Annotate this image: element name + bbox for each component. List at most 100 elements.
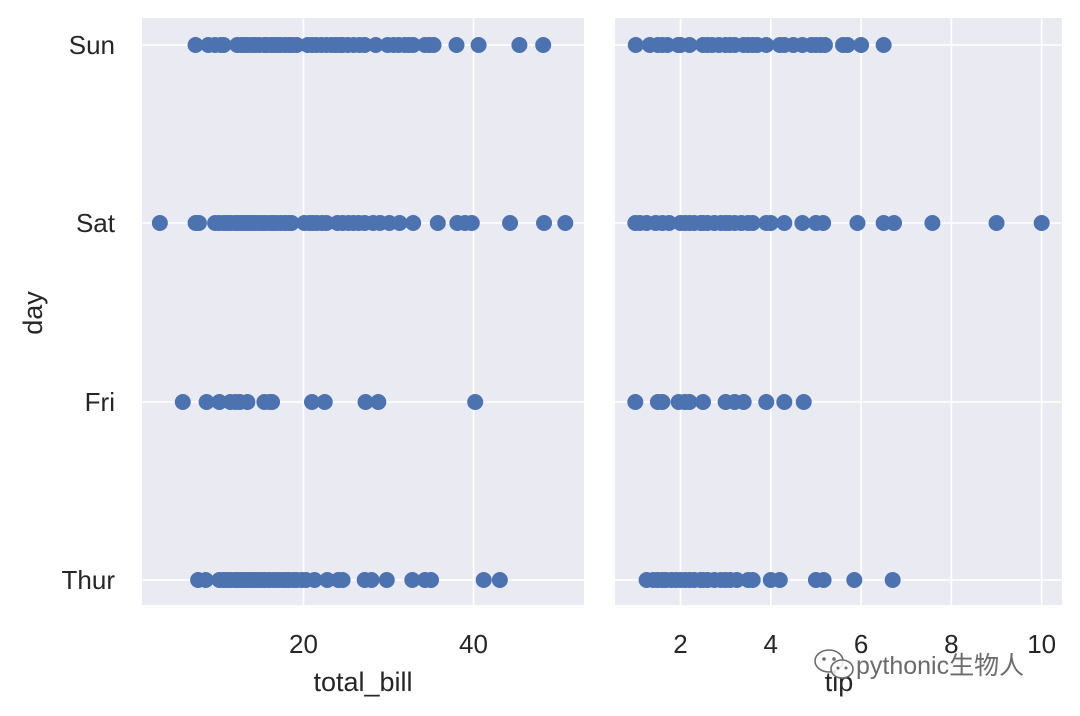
data-point xyxy=(875,37,892,53)
data-point xyxy=(316,394,333,410)
y-tick-label: Fri xyxy=(85,387,115,417)
data-point xyxy=(425,37,442,53)
wechat-icon xyxy=(814,649,854,679)
left-x-axis-title: total_bill xyxy=(313,667,412,697)
left-axes-background xyxy=(142,18,584,605)
data-point xyxy=(198,394,215,410)
data-point xyxy=(470,37,487,53)
data-point xyxy=(405,37,422,53)
data-point xyxy=(728,572,745,588)
data-point xyxy=(190,215,207,231)
data-point xyxy=(429,215,446,231)
right-axes-background xyxy=(615,18,1062,605)
data-point xyxy=(924,215,941,231)
data-point xyxy=(264,394,281,410)
data-point xyxy=(1033,215,1050,231)
data-point xyxy=(681,37,698,53)
data-point xyxy=(491,572,508,588)
data-point xyxy=(776,394,793,410)
data-point xyxy=(174,394,191,410)
data-point xyxy=(762,215,779,231)
x-tick-label: 6 xyxy=(854,629,868,659)
data-point xyxy=(475,572,492,588)
data-point xyxy=(151,215,168,231)
data-point xyxy=(463,215,480,231)
data-point xyxy=(744,215,761,231)
data-point xyxy=(695,394,712,410)
y-axis-title: day xyxy=(18,291,48,335)
data-point xyxy=(536,215,553,231)
data-point xyxy=(404,572,421,588)
x-tick-label: 40 xyxy=(459,629,488,659)
data-point xyxy=(448,37,465,53)
data-point xyxy=(776,215,793,231)
data-point xyxy=(758,394,775,410)
x-tick-label: 8 xyxy=(944,629,958,659)
data-point xyxy=(744,572,761,588)
left-points xyxy=(151,37,574,588)
data-point xyxy=(423,572,439,588)
data-point xyxy=(815,572,832,588)
right-points xyxy=(627,37,1050,588)
y-tick-label: Thur xyxy=(62,565,116,595)
data-point xyxy=(197,572,214,588)
data-point xyxy=(215,37,232,53)
data-point xyxy=(363,572,380,588)
data-point xyxy=(849,215,866,231)
data-point xyxy=(884,572,901,588)
data-point xyxy=(661,215,678,231)
data-point xyxy=(367,37,384,53)
right-x-tick-labels: 2 4 6 8 10 xyxy=(673,629,1056,659)
data-point xyxy=(304,394,320,410)
watermark: pythonic生物人 xyxy=(814,649,1024,680)
data-point xyxy=(681,394,698,410)
data-point xyxy=(511,37,528,53)
data-point xyxy=(283,215,300,231)
data-point xyxy=(771,572,788,588)
x-tick-label: 10 xyxy=(1027,629,1056,659)
left-y-tick-labels: Sun Sat Fri Thur xyxy=(62,30,116,595)
data-point xyxy=(306,572,323,588)
data-point xyxy=(816,37,833,53)
data-point xyxy=(288,37,305,53)
data-point xyxy=(467,394,484,410)
data-point xyxy=(815,215,832,231)
data-point xyxy=(735,394,752,410)
data-point xyxy=(794,215,811,231)
data-point xyxy=(853,37,870,53)
data-point xyxy=(839,37,856,53)
data-point xyxy=(211,394,228,410)
data-point xyxy=(988,215,1005,231)
data-point xyxy=(502,215,519,231)
data-point xyxy=(405,215,422,231)
data-point xyxy=(356,37,373,53)
x-tick-label: 2 xyxy=(673,629,687,659)
data-point xyxy=(886,215,903,231)
data-point xyxy=(846,572,863,588)
data-point xyxy=(319,572,336,588)
x-tick-label: 20 xyxy=(289,629,318,659)
data-point xyxy=(654,394,671,410)
data-point xyxy=(758,37,775,53)
data-point xyxy=(357,394,374,410)
data-point xyxy=(334,572,351,588)
data-point xyxy=(187,37,204,53)
watermark-text: pythonic生物人 xyxy=(856,652,1024,680)
data-point xyxy=(535,37,552,53)
data-point xyxy=(557,215,574,231)
data-point xyxy=(318,215,335,231)
data-point xyxy=(239,394,256,410)
right-panel: 2 4 6 8 10 tip xyxy=(615,18,1062,697)
data-point xyxy=(627,394,644,410)
data-point xyxy=(795,394,812,410)
data-point xyxy=(378,572,395,588)
y-tick-label: Sun xyxy=(69,30,115,60)
data-point xyxy=(370,394,387,410)
y-tick-label: Sat xyxy=(76,208,116,238)
left-x-tick-labels: 20 40 xyxy=(289,629,488,659)
data-point xyxy=(627,37,644,53)
x-tick-label: 4 xyxy=(764,629,778,659)
data-point xyxy=(391,215,408,231)
